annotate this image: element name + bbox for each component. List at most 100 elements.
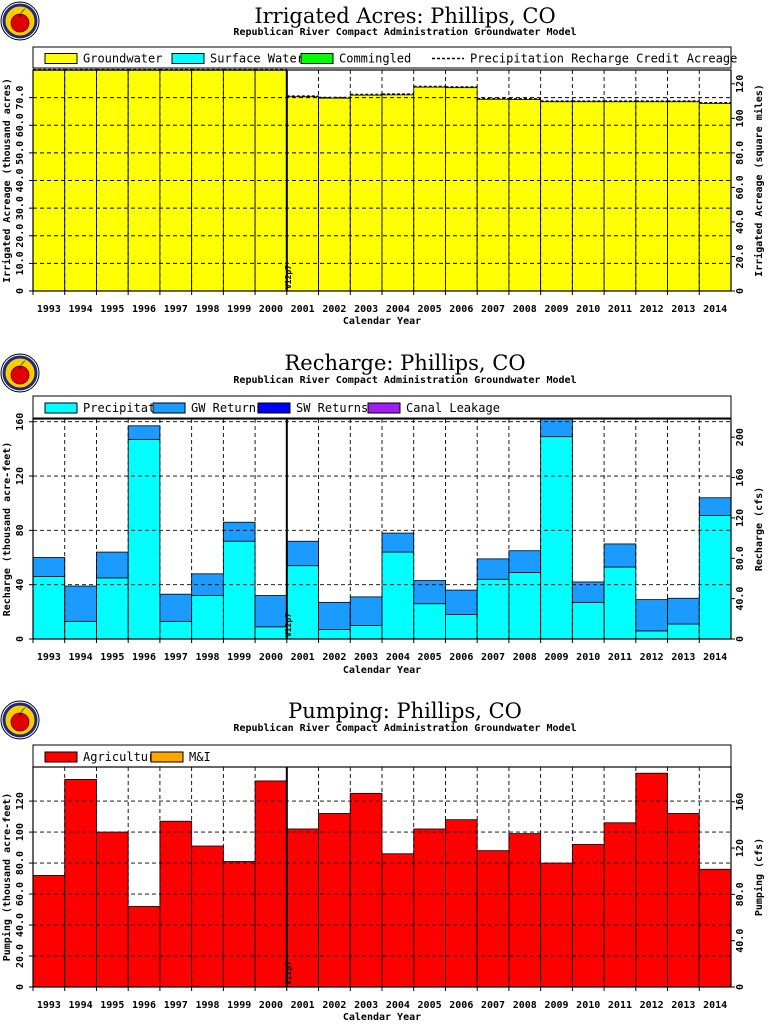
legend-label: Commingled (339, 52, 411, 66)
x-tick-label: 2011 (608, 652, 632, 663)
y-tick-label: 60.0 (15, 882, 26, 906)
legend-swatch (300, 53, 334, 64)
x-tick-label: 2002 (322, 1000, 346, 1011)
bar-segment (349, 94, 383, 292)
y-tick-label: 160 (15, 413, 26, 431)
version-marker-label: V12p7 (284, 613, 293, 637)
chart-title: Pumping: Phillips, CO (288, 699, 522, 723)
y-right-tick-label: 40.0 (735, 210, 746, 234)
x-axis-label: Calendar Year (343, 1012, 421, 1023)
x-tick-label: 2001 (291, 1000, 315, 1011)
bar-segment (540, 436, 573, 640)
y-tick-label: 40 (15, 579, 26, 591)
bar-segment (349, 596, 383, 626)
bar-segment (667, 623, 700, 640)
x-tick-label: 2006 (449, 304, 473, 315)
chart-title: Recharge: Phillips, CO (284, 351, 525, 375)
bar-segment (667, 597, 700, 625)
legend-swatch (44, 402, 78, 414)
x-tick-label: 2007 (481, 304, 505, 315)
x-tick-label: 2000 (259, 304, 283, 315)
y-tick-label: 100 (15, 823, 26, 841)
bar-segment (222, 540, 256, 640)
y-tick-label: 40.0 (15, 913, 26, 937)
x-tick-label: 1994 (69, 1000, 93, 1011)
x-tick-label: 1994 (69, 304, 93, 315)
y-right-tick-label: 100 (735, 109, 746, 127)
y-right-tick-label: 40.0 (735, 929, 746, 953)
y-tick-label: 80 (15, 524, 26, 536)
y-right-tick-label: 20.0 (735, 244, 746, 268)
bar-segment (32, 557, 66, 577)
x-tick-label: 2002 (322, 652, 346, 663)
y-axis-label: Irrigated Acreage (thousand acres) (1, 78, 13, 283)
bar-segment (413, 603, 446, 640)
legend-swatch (257, 402, 291, 414)
x-tick-label: 2009 (544, 652, 568, 663)
y-axis-right-label: Irrigated Acreage (square miles) (753, 84, 765, 277)
bar-segment (698, 515, 732, 640)
bar-segment (286, 540, 319, 567)
bar-segment (222, 861, 256, 988)
bar-segment (445, 614, 478, 640)
bar-segment (318, 629, 351, 640)
x-tick-label: 1993 (37, 652, 61, 663)
legend-label: Groundwater (83, 52, 162, 66)
bar-segment (127, 906, 161, 988)
x-tick-label: 1993 (37, 304, 61, 315)
legend-label: GW Returns (191, 401, 263, 415)
x-tick-label: 2014 (703, 1000, 727, 1011)
bar-segment (667, 101, 700, 292)
x-axis-label: Calendar Year (343, 316, 421, 327)
bar-segment (318, 601, 351, 630)
x-tick-label: 1996 (132, 652, 156, 663)
x-tick-label: 2006 (449, 652, 473, 663)
y-right-tick-label: 0 (735, 288, 746, 294)
bar-segment (571, 101, 605, 292)
version-marker-label: V12p7 (284, 961, 293, 985)
x-tick-label: 2010 (576, 1000, 600, 1011)
x-tick-label: 1996 (132, 304, 156, 315)
x-tick-label: 1993 (37, 1000, 61, 1011)
chart-panel: Irrigated Acres: Phillips, CORepublican … (0, 1, 765, 327)
bar-segment (635, 101, 668, 292)
y-axis-right-label: Pumping (cfs) (753, 838, 765, 916)
bar-segment (476, 850, 510, 988)
bar-segment (286, 565, 319, 640)
y-tick-label: 20.0 (15, 944, 26, 968)
bar-segment (603, 566, 637, 640)
x-tick-label: 2009 (544, 304, 568, 315)
bar-segment (635, 772, 668, 988)
x-tick-label: 2002 (322, 304, 346, 315)
legend-swatch (44, 751, 78, 763)
chart-subtitle: Republican River Compact Administration … (233, 722, 576, 734)
y-right-tick-label: 120 (735, 509, 746, 527)
bar-segment (254, 595, 288, 628)
bar-segment (571, 601, 605, 640)
y-right-tick-label: 120 (735, 75, 746, 93)
y-tick-label: 50.0 (15, 141, 26, 165)
y-right-tick-label: 120 (735, 839, 746, 857)
x-tick-label: 2003 (354, 652, 378, 663)
bar-segment (540, 101, 573, 292)
bar-segment (445, 87, 478, 292)
bar-segment (127, 425, 161, 440)
bar-segment (286, 828, 319, 988)
legend-box (32, 46, 732, 69)
bar-segment (254, 780, 288, 988)
logo-leaf (20, 8, 26, 15)
x-tick-label: 1997 (164, 1000, 188, 1011)
y-axis-label: Recharge (thousand acre-feet) (2, 442, 13, 617)
x-tick-label: 2007 (481, 652, 505, 663)
x-tick-label: 2013 (671, 304, 695, 315)
legend-label: M&I (189, 750, 211, 764)
x-tick-label: 2011 (608, 1000, 632, 1011)
x-tick-label: 2010 (576, 304, 600, 315)
legend-swatch (150, 751, 184, 763)
bar-segment (445, 819, 478, 988)
bar-segment (508, 833, 542, 988)
bar-segment (159, 620, 193, 640)
bar-segment (508, 550, 542, 573)
y-right-tick-label: 80.0 (735, 882, 746, 906)
x-tick-label: 1998 (195, 1000, 219, 1011)
